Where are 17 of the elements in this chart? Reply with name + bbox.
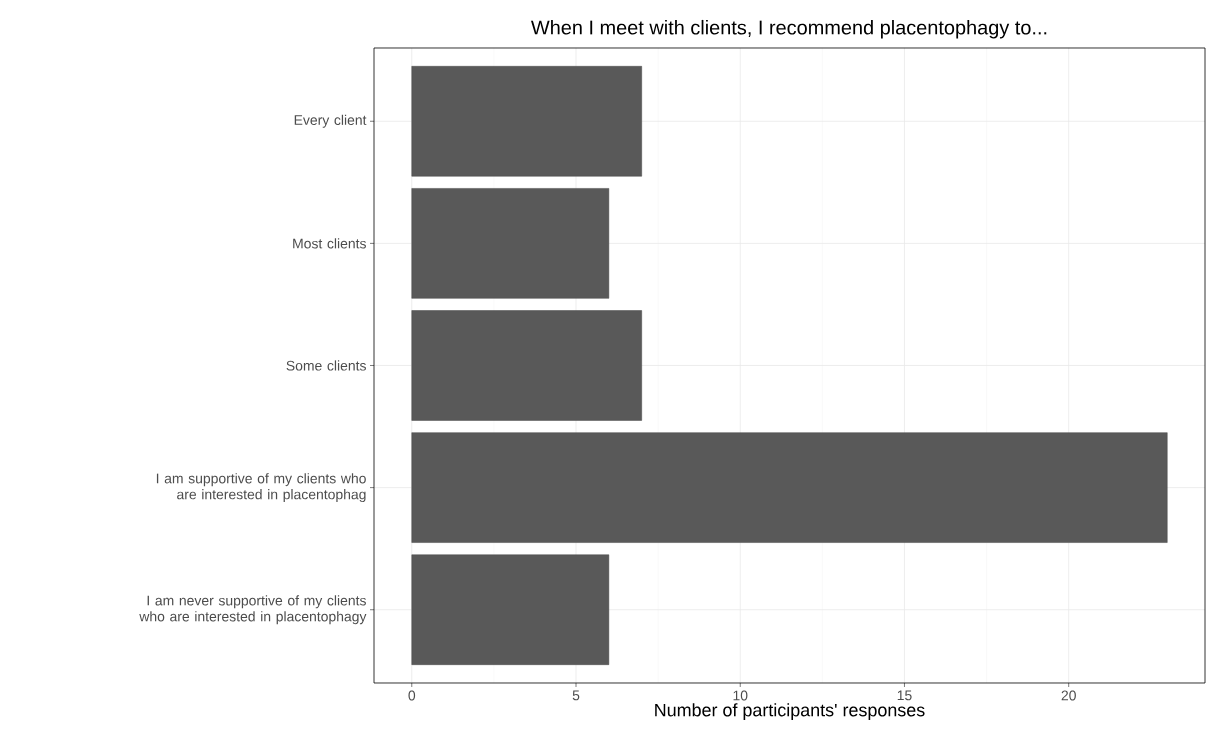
y-tick-label: I am never supportive of my clients who are interested in placentophagy (139, 595, 367, 625)
bar (411, 554, 610, 665)
y-tick-label: Some clients (286, 360, 366, 371)
y-tick-label: I am supportive of my clients who are interested in placentophag (156, 473, 366, 503)
bar (411, 188, 610, 299)
x-axis-title: Number of participants' responses (655, 703, 925, 720)
x-tick-label: 10 (733, 690, 748, 701)
y-tick-label: Every client (294, 114, 367, 128)
bar (411, 310, 642, 421)
x-tick-label: 20 (1061, 690, 1076, 701)
x-tick-label: 0 (408, 690, 416, 701)
bar (411, 432, 1168, 543)
x-tick-label: 5 (572, 690, 580, 701)
bar (411, 66, 642, 177)
chart-title: When I meet with clients, I recommend placentophagy to... (531, 19, 1047, 39)
x-tick-label: 15 (897, 690, 912, 701)
y-tick-label: Most clients (293, 238, 366, 249)
